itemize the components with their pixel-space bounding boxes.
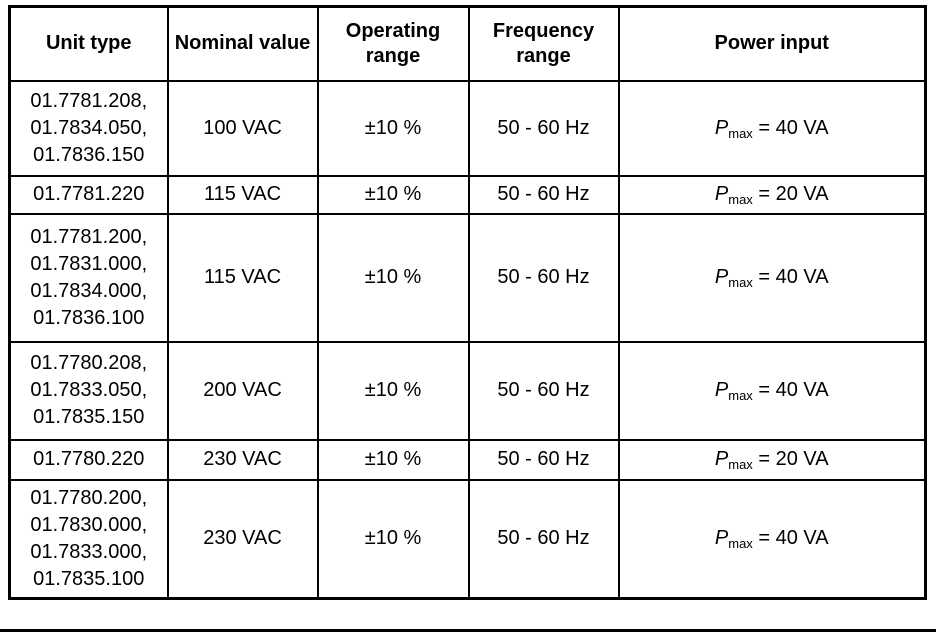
unit-type-code: 01.7835.150 xyxy=(33,406,145,428)
cell-unit-type: 01.7780.220 xyxy=(8,438,169,481)
unit-type-code: 01.7833.000, xyxy=(30,540,148,563)
header-row: Unit type Nominal value Operating range Fre… xyxy=(8,5,927,82)
power-value: = 40 VA xyxy=(752,527,829,549)
cell-unit-type: 01.7781.220 xyxy=(8,174,169,215)
unit-type-code: 01.7781.200, xyxy=(30,225,148,248)
column-header-operating-range: Operating range xyxy=(316,5,470,82)
cell-frequency-range: 50 - 60 Hz xyxy=(467,438,620,481)
power-symbol: P xyxy=(714,448,729,470)
cell-nominal-value: 100 VAC xyxy=(166,79,319,177)
unit-type-code: 01.7836.150 xyxy=(33,143,145,166)
power-subscript: max xyxy=(728,125,753,141)
cell-power-input: Pmax = 40 VA xyxy=(617,478,927,599)
column-header-power-input: Power input xyxy=(617,5,927,82)
unit-type-code: 01.7830.000, xyxy=(30,513,148,536)
power-subscript: max xyxy=(728,536,753,551)
power-specs-table: Unit type Nominal value Operating range Fre… xyxy=(8,5,927,600)
table-row: 01.7780.220 230 VAC ±10 % 50 - 60 Hz Pmax = … xyxy=(8,438,927,481)
column-header-frequency-range: Frequency range xyxy=(467,5,620,82)
unit-type-code: 01.7781.208, xyxy=(30,89,148,112)
page-divider-rule xyxy=(0,629,936,632)
cell-operating-range: ±10 % xyxy=(316,212,470,343)
table-row: 01.7780.200, 01.7830.000, 01.7833.000, 01.7… xyxy=(8,478,927,599)
cell-unit-type: 01.7781.208, 01.7834.050, 01.7836.150 xyxy=(8,79,169,177)
cell-nominal-value: 115 VAC xyxy=(166,174,319,215)
cell-frequency-range: 50 - 60 Hz xyxy=(467,212,620,343)
unit-type-code: 01.7834.050, xyxy=(30,116,148,139)
power-subscript: max xyxy=(728,457,753,472)
unit-type-code: 01.7780.208, xyxy=(30,352,148,374)
cell-frequency-range: 50 - 60 Hz xyxy=(467,340,620,441)
cell-operating-range: ±10 % xyxy=(316,478,470,599)
power-value: = 40 VA xyxy=(752,116,829,139)
power-value: = 20 VA xyxy=(752,448,829,470)
unit-type-code: 01.7835.100 xyxy=(33,567,145,590)
power-value: = 20 VA xyxy=(752,183,829,205)
table-row: 01.7781.220 115 VAC ±10 % 50 - 60 Hz Pmax = … xyxy=(8,174,927,215)
cell-power-input: Pmax = 20 VA xyxy=(617,438,927,481)
cell-nominal-value: 230 VAC xyxy=(166,478,319,599)
cell-frequency-range: 50 - 60 Hz xyxy=(467,79,620,177)
cell-frequency-range: 50 - 60 Hz xyxy=(467,478,620,599)
cell-operating-range: ±10 % xyxy=(316,174,470,215)
cell-operating-range: ±10 % xyxy=(316,340,470,441)
cell-nominal-value: 200 VAC xyxy=(166,340,319,441)
column-header-unit-type: Unit type xyxy=(8,5,169,82)
column-header-nominal-value: Nominal value xyxy=(166,5,319,82)
power-symbol: P xyxy=(714,266,729,288)
unit-type-code: 01.7833.050, xyxy=(30,379,148,401)
power-subscript: max xyxy=(728,388,753,403)
cell-power-input: Pmax = 40 VA xyxy=(617,340,927,441)
cell-power-input: Pmax = 40 VA xyxy=(617,212,927,343)
power-subscript: max xyxy=(728,192,753,207)
unit-type-code: 01.7834.000, xyxy=(30,279,148,302)
cell-nominal-value: 115 VAC xyxy=(166,212,319,343)
cell-operating-range: ±10 % xyxy=(316,438,470,481)
table-row: 01.7781.208, 01.7834.050, 01.7836.150 100 V… xyxy=(8,79,927,177)
cell-frequency-range: 50 - 60 Hz xyxy=(467,174,620,215)
table-row: 01.7780.208, 01.7833.050, 01.7835.150 200 V… xyxy=(8,340,927,441)
unit-type-code: 01.7831.000, xyxy=(30,252,148,275)
unit-type-code: 01.7781.220 xyxy=(33,183,145,205)
power-symbol: P xyxy=(714,183,729,205)
power-value: = 40 VA xyxy=(752,379,829,401)
power-value: = 40 VA xyxy=(752,266,829,288)
power-symbol: P xyxy=(714,379,729,401)
cell-unit-type: 01.7780.208, 01.7833.050, 01.7835.150 xyxy=(8,340,169,441)
unit-type-code: 01.7780.200, xyxy=(30,486,148,509)
cell-unit-type: 01.7781.200, 01.7831.000, 01.7834.000, 01.7… xyxy=(8,212,169,343)
unit-type-code: 01.7836.100 xyxy=(33,306,145,329)
table-row: 01.7781.200, 01.7831.000, 01.7834.000, 01.7… xyxy=(8,212,927,343)
cell-unit-type: 01.7780.200, 01.7830.000, 01.7833.000, 01.7… xyxy=(8,478,169,599)
cell-operating-range: ±10 % xyxy=(316,79,470,177)
cell-power-input: Pmax = 20 VA xyxy=(617,174,927,215)
cell-nominal-value: 230 VAC xyxy=(166,438,319,481)
cell-power-input: Pmax = 40 VA xyxy=(617,79,927,177)
power-symbol: P xyxy=(714,527,729,549)
power-symbol: P xyxy=(714,116,729,139)
power-subscript: max xyxy=(728,275,753,290)
unit-type-code: 01.7780.220 xyxy=(33,448,145,470)
